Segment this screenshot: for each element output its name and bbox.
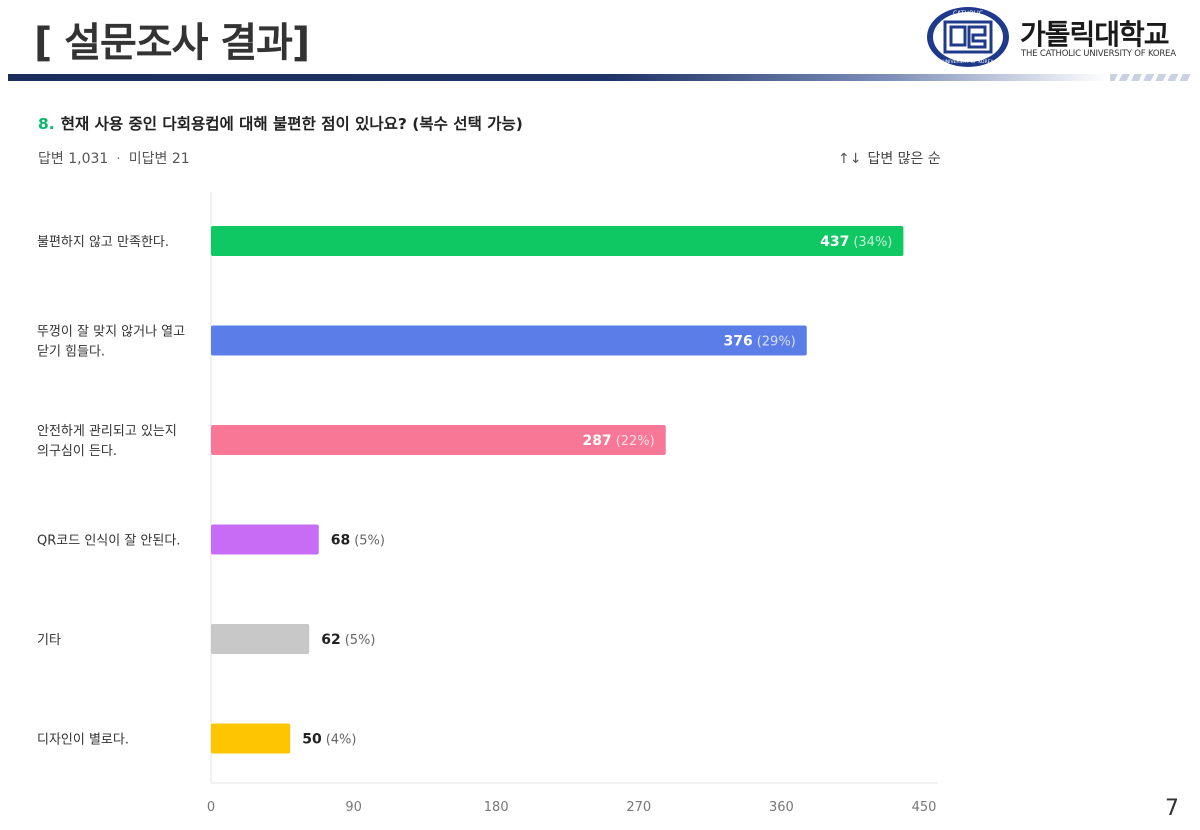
bar — [211, 226, 904, 256]
sort-label: 답변 많은 순 — [867, 151, 941, 167]
answered-count: 답변 1,031 — [38, 151, 109, 167]
category-label: 의구심이 든다. — [37, 444, 117, 459]
x-tick-label: 180 — [484, 800, 509, 815]
x-tick-label: 450 — [912, 800, 937, 815]
university-logo: CATHOLIC UNIVERSITY OF KOREA 가톨릭대학교 THE … — [925, 5, 1195, 69]
percent-label: (5%) — [345, 633, 376, 648]
sort-icon: ↑↓ — [838, 151, 862, 167]
university-subtitle: THE CATHOLIC UNIVERSITY OF KOREA — [1021, 49, 1176, 59]
percent-label: (34%) — [853, 235, 892, 250]
question-text: 현재 사용 중인 다회용컵에 대해 불편한 점이 있나요? (복수 선택 가능) — [60, 115, 523, 133]
value-label: 50 — [302, 732, 322, 748]
percent-label: (4%) — [326, 733, 357, 748]
page-number: 7 — [1165, 796, 1179, 821]
bar — [211, 723, 291, 754]
value-label: 376 — [723, 334, 752, 350]
university-name: 가톨릭대학교 — [1020, 18, 1170, 51]
svg-text:CATHOLIC: CATHOLIC — [953, 10, 983, 17]
category-label: 안전하게 관리되고 있는지 — [37, 424, 177, 439]
percent-label: (29%) — [757, 335, 796, 350]
percent-label: (5%) — [354, 534, 385, 549]
bar — [211, 524, 319, 555]
x-tick-label: 270 — [626, 800, 651, 815]
university-emblem-icon: CATHOLIC UNIVERSITY OF KOREA — [927, 7, 1009, 67]
category-label: 뚜껑이 잘 맞지 않거나 열고 — [37, 325, 185, 340]
bar — [211, 325, 807, 356]
category-label: QR코드 인식이 잘 안된다. — [37, 534, 180, 549]
survey-question: 8. 현재 사용 중인 다회용컵에 대해 불편한 점이 있나요? (복수 선택 가… — [38, 112, 523, 134]
x-tick-label: 0 — [207, 800, 215, 815]
category-label: 기타 — [37, 633, 61, 648]
value-label: 437 — [820, 234, 849, 250]
header-divider-stripes — [1110, 74, 1192, 81]
bar — [211, 624, 310, 654]
value-label: 62 — [321, 632, 340, 648]
value-label: 68 — [331, 533, 350, 549]
slide-title: [ 설문조사 결과] — [34, 20, 310, 66]
svg-text:UNIVERSITY OF KOREA: UNIVERSITY OF KOREA — [942, 59, 994, 65]
category-label: 디자인이 별로다. — [37, 733, 129, 748]
sort-button[interactable]: ↑↓ 답변 많은 순 — [838, 148, 941, 168]
question-number: 8. — [38, 115, 55, 133]
unanswered-count: 미답변 21 — [128, 151, 190, 167]
category-label: 닫기 힘들다. — [37, 345, 105, 360]
bar — [211, 425, 666, 455]
category-label: 불편하지 않고 만족한다. — [37, 235, 169, 250]
value-label: 287 — [582, 433, 611, 449]
x-tick-label: 90 — [345, 800, 362, 815]
x-tick-label: 360 — [769, 800, 794, 815]
stats-separator: · — [116, 151, 121, 167]
answer-stats: 답변 1,031 · 미답변 21 — [38, 148, 190, 168]
percent-label: (22%) — [616, 434, 655, 449]
header-divider-bar — [8, 74, 1108, 81]
